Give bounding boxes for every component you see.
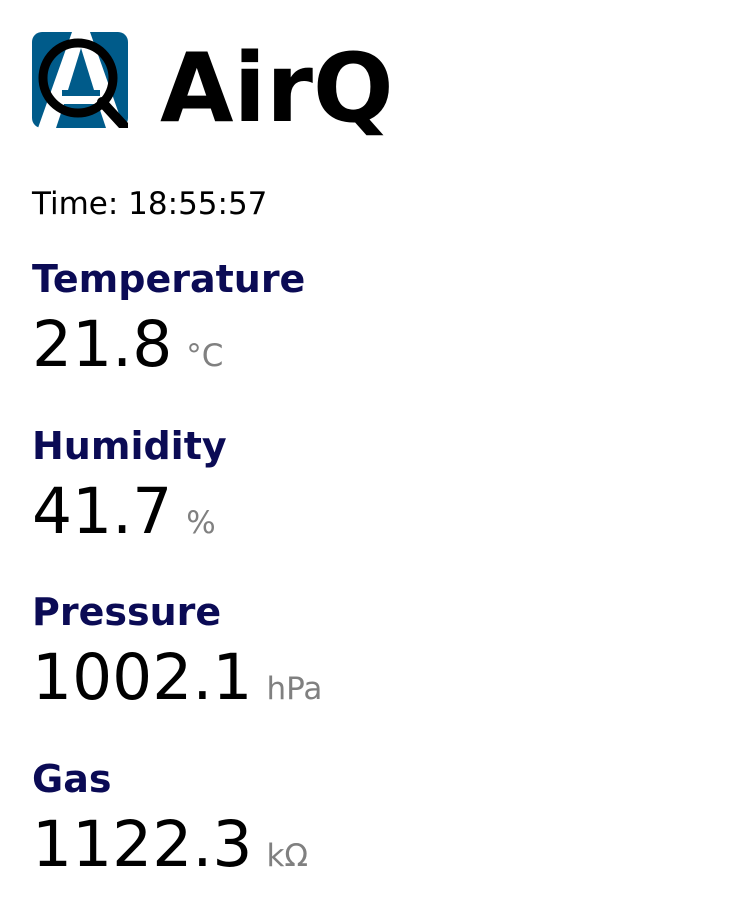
reading-value: 1002.1: [32, 641, 253, 714]
app-header: AirQ: [32, 32, 394, 142]
reading-value: 21.8: [32, 308, 173, 381]
time-display: Time: 18:55:57: [32, 186, 267, 222]
reading-value: 1122.3: [32, 808, 253, 881]
reading-unit: kΩ: [266, 838, 309, 874]
reading-label: Gas: [32, 757, 112, 801]
reading-unit: hPa: [266, 671, 323, 707]
app-title: AirQ: [160, 34, 394, 144]
reading-label: Temperature: [32, 257, 306, 301]
time-label: Time:: [32, 186, 119, 222]
time-value: 18:55:57: [128, 186, 268, 222]
reading-gas: Gas 1122.3 kΩ: [32, 757, 712, 876]
reading-temperature: Temperature 21.8 °C: [32, 257, 712, 376]
reading-value: 41.7: [32, 475, 173, 548]
reading-unit: °C: [186, 338, 224, 374]
airq-logo-icon: [32, 32, 128, 128]
reading-pressure: Pressure 1002.1 hPa: [32, 590, 712, 709]
reading-label: Humidity: [32, 424, 227, 468]
reading-humidity: Humidity 41.7%: [32, 424, 712, 543]
reading-unit: %: [186, 505, 216, 541]
reading-label: Pressure: [32, 590, 222, 634]
